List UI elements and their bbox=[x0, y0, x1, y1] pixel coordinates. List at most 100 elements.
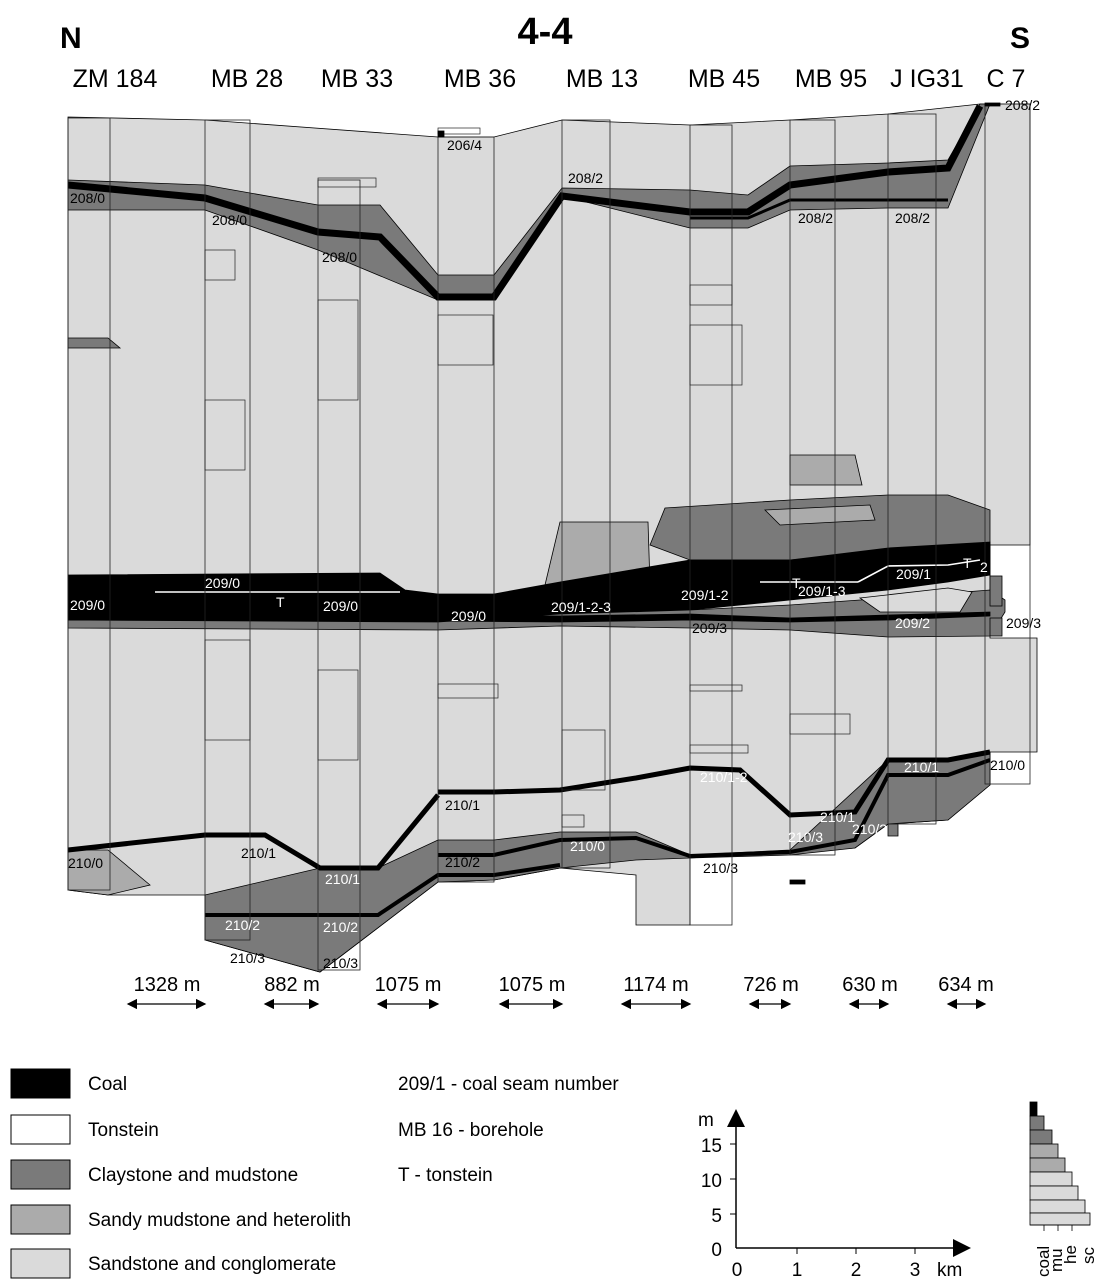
distance-label: 882 m bbox=[264, 974, 320, 996]
legend-label: Claystone and mudstone bbox=[88, 1165, 298, 1186]
seam-210-ending-coal bbox=[789, 879, 806, 885]
legend-swatch-coal bbox=[10, 1068, 71, 1099]
legend-swatch-sandy-mudstone bbox=[10, 1204, 71, 1235]
seam-label: 209/3 bbox=[1006, 615, 1041, 631]
seam-label: 209/0 bbox=[451, 608, 486, 624]
legend-swatch-tonstein bbox=[10, 1114, 71, 1145]
seam-label: 210/3 bbox=[788, 829, 823, 845]
seam-label: 210/0 bbox=[990, 757, 1025, 773]
north-label: N bbox=[60, 22, 82, 55]
grain-size-labels: coal mu he sc bbox=[1034, 1245, 1098, 1277]
seam-label: 210/0 bbox=[68, 855, 103, 871]
borehole-names: ZM 184 MB 28 MB 33 MB 36 MB 13 MB 45 MB … bbox=[73, 65, 1026, 93]
note-tonstein: T - tonstein bbox=[398, 1165, 493, 1186]
c7-claystone-lower bbox=[989, 617, 1003, 637]
seam-label: 210/0 bbox=[570, 838, 605, 854]
seam-label: 208/0 bbox=[212, 212, 247, 228]
seam-label: 209/2 bbox=[895, 615, 930, 631]
borehole-name: J IG31 bbox=[890, 65, 964, 93]
seam-206-coal-marker bbox=[437, 130, 445, 138]
seam-label: 210/2 bbox=[445, 854, 480, 870]
scale-y-tick: 10 bbox=[701, 1171, 722, 1192]
grain-size-scale bbox=[1029, 1101, 1091, 1231]
seam-210-coal-3 bbox=[205, 863, 561, 917]
scale-axes: m 15 10 5 0 0 1 2 3 km bbox=[698, 1109, 971, 1281]
borehole-name: MB 33 bbox=[321, 65, 393, 93]
seam-label: 210/3 bbox=[323, 955, 358, 971]
section-title: 4-4 bbox=[518, 11, 573, 53]
distance-label: 1328 m bbox=[134, 974, 201, 996]
borehole-name: MB 36 bbox=[444, 65, 516, 93]
seam-label: 210/1 bbox=[904, 759, 939, 775]
distance-label: 1075 m bbox=[499, 974, 566, 996]
scale-y-unit: m bbox=[698, 1110, 714, 1131]
legend-swatch-sandstone bbox=[10, 1248, 71, 1279]
seam-label: 210/2 bbox=[852, 821, 887, 837]
borehole-name: C 7 bbox=[987, 65, 1026, 93]
seam-label: 209/1-2-3 bbox=[551, 599, 611, 615]
seam-label: 209/1 bbox=[896, 566, 931, 582]
grain-label: coal bbox=[1034, 1246, 1053, 1277]
seam-label: 209/0 bbox=[323, 598, 358, 614]
seam-label: 210/1 bbox=[820, 809, 855, 825]
seam-210-coal-2 bbox=[438, 758, 991, 859]
borehole-name: MB 13 bbox=[566, 65, 638, 93]
seam-label: 208/2 bbox=[1005, 97, 1040, 113]
seam-labels: 206/4 208/2 208/2 208/0 208/0 208/0 208/… bbox=[68, 97, 1041, 971]
tonstein-mark: T bbox=[792, 575, 801, 591]
seam-label: 208/0 bbox=[70, 190, 105, 206]
sandy-mudstone-lens-95 bbox=[789, 454, 863, 486]
borehole-name: MB 45 bbox=[688, 65, 760, 93]
note-seam-number: 209/1 - coal seam number bbox=[398, 1074, 619, 1095]
column-details bbox=[204, 127, 851, 828]
seam-label: 210/2 bbox=[323, 919, 358, 935]
seam-label: 210/2 bbox=[225, 917, 260, 933]
scale-y-tick: 0 bbox=[711, 1240, 722, 1261]
borehole-name: MB 95 bbox=[795, 65, 867, 93]
legend-swatch-claystone bbox=[10, 1159, 71, 1190]
seam-label: 210/1 bbox=[241, 845, 276, 861]
grain-label: sc bbox=[1079, 1247, 1098, 1265]
seam-label: 210/1-2 bbox=[700, 769, 748, 785]
borehole-name: MB 28 bbox=[211, 65, 283, 93]
cross-section bbox=[67, 102, 1038, 973]
distance-label: 634 m bbox=[938, 974, 994, 996]
seam-label: 209/0 bbox=[205, 575, 240, 591]
legend-label: Sandy mudstone and heterolith bbox=[88, 1210, 351, 1231]
seam-label: 210/3 bbox=[703, 860, 738, 876]
distance-label: 630 m bbox=[842, 974, 898, 996]
grain-label: mu bbox=[1047, 1248, 1066, 1272]
grain-label: he bbox=[1061, 1245, 1080, 1264]
scale-x-tick: 3 bbox=[910, 1260, 921, 1279]
note-borehole: MB 16 - borehole bbox=[398, 1120, 544, 1141]
legend-label: Tonstein bbox=[88, 1120, 159, 1141]
seam-210-coal-upper bbox=[438, 749, 991, 818]
seam-209-lower-claystone bbox=[67, 589, 1006, 638]
scale-x-tick: 1 bbox=[792, 1260, 803, 1279]
seam-210-coal-main bbox=[67, 793, 440, 871]
c7-claystone bbox=[989, 575, 1003, 607]
seam-label: 206/4 bbox=[447, 137, 482, 153]
scale-x-unit: km bbox=[937, 1260, 962, 1279]
seam-label: 209/3 bbox=[692, 620, 727, 636]
distance-label: 1075 m bbox=[375, 974, 442, 996]
seam-label: 208/2 bbox=[895, 210, 930, 226]
tonstein-line bbox=[857, 559, 981, 583]
distance-label: 726 m bbox=[743, 974, 799, 996]
distance-labels: 1328 m 882 m 1075 m 1075 m 1174 m 726 m … bbox=[134, 974, 994, 996]
c7-mark: 2 bbox=[980, 559, 988, 575]
seam-label: 208/2 bbox=[568, 170, 603, 186]
seam-label: 209/0 bbox=[70, 597, 105, 613]
seam-label: 208/0 bbox=[322, 249, 357, 265]
legend-label: Coal bbox=[88, 1074, 127, 1095]
legend: Coal Tonstein Claystone and mudstone San… bbox=[10, 1068, 619, 1279]
scale-y-tick: 5 bbox=[711, 1206, 722, 1227]
seam-label: 208/2 bbox=[798, 210, 833, 226]
scale-x-tick: 2 bbox=[851, 1260, 862, 1279]
seam-label: 210/1 bbox=[325, 871, 360, 887]
seam-label: 209/1-2 bbox=[681, 587, 729, 603]
scale-y-tick: 15 bbox=[701, 1136, 722, 1157]
distance-label: 1174 m bbox=[623, 974, 688, 996]
